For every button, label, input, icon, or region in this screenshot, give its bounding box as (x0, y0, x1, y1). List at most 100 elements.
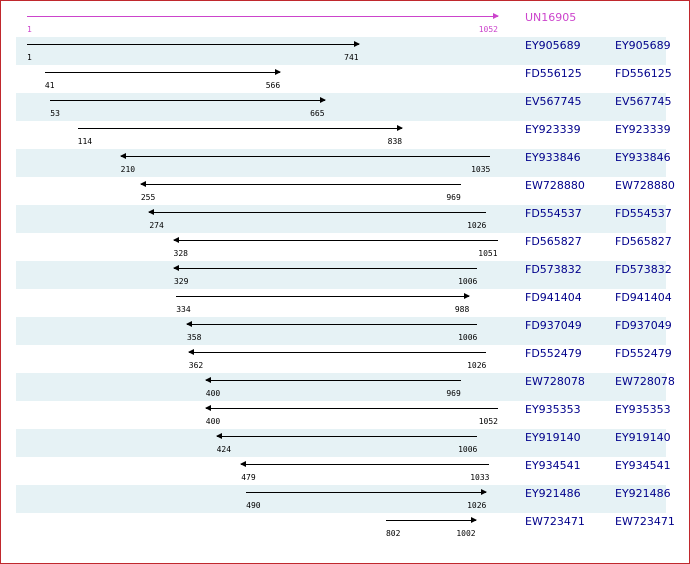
alignment-arrow-line (241, 464, 490, 465)
alignment-end-label: 1026 (467, 501, 487, 510)
alignment-start-label: 328 (173, 249, 188, 258)
alignment-end-label: 988 (454, 305, 470, 314)
alignment-end-label: 741 (344, 53, 359, 62)
alignment-link[interactable]: EW728078 (615, 375, 675, 388)
alignment-start-label: 358 (186, 333, 202, 342)
alignment-start-label: 329 (173, 277, 189, 286)
arrow-head-left-icon (119, 153, 126, 159)
alignment-arrow-line (246, 492, 487, 493)
alignment-link[interactable]: EY935353 (615, 403, 671, 416)
alignment-link[interactable]: FD573832 (615, 263, 672, 276)
arrow-head-right-icon (319, 97, 326, 103)
alignment-row: 1 741 EY905689 EY905689 (16, 37, 671, 65)
alignment-id: FD554537 (525, 207, 582, 220)
alignment-arrow-line (120, 156, 491, 157)
alignment-end-label: 1035 (471, 165, 491, 174)
alignment-id: EY923339 (525, 123, 581, 136)
alignment-link[interactable]: EY921486 (615, 487, 671, 500)
alignment-arrow-line (385, 520, 476, 521)
alignment-end-label: 1026 (467, 221, 487, 230)
alignment-row: 490 1026 EY921486 EY921486 (16, 485, 671, 513)
alignment-end-label: 1026 (467, 361, 487, 370)
alignment-link[interactable]: EV567745 (615, 95, 672, 108)
alignment-row: 210 1035 EY933846 EY933846 (16, 149, 671, 177)
alignment-arrow-line (44, 72, 281, 73)
query-end-label: 1052 (478, 25, 498, 34)
alignment-row: 255 969 EW728880 EW728880 (16, 177, 675, 205)
arrow-head-left-icon (185, 321, 192, 327)
alignment-arrow-line (140, 184, 461, 185)
arrow-head-right-icon (470, 517, 477, 523)
query-id: UN16905 (525, 11, 577, 24)
alignment-link[interactable]: FD556125 (615, 67, 672, 80)
alignment-end-label: 566 (265, 81, 281, 90)
alignment-link[interactable]: EY934541 (615, 459, 671, 472)
alignment-arrow-line (50, 100, 325, 101)
alignment-arrow-line (173, 240, 498, 241)
arrow-head-right-icon (275, 69, 282, 75)
alignment-row: 329 1006 FD573832 FD573832 (16, 261, 672, 289)
alignment-row: 334 988 FD941404 FD941404 (16, 289, 672, 317)
arrow-head-left-icon (215, 433, 222, 439)
alignment-row: 424 1006 EY919140 EY919140 (16, 429, 671, 457)
query-row: 1 1052 UN16905 (1, 9, 689, 37)
alignment-start-label: 802 (385, 529, 401, 538)
alignment-id: EY905689 (525, 39, 581, 52)
alignment-link[interactable]: EY905689 (615, 39, 671, 52)
alignment-link[interactable]: FD552479 (615, 347, 672, 360)
query-start-label: 1 (27, 25, 32, 34)
alignment-link[interactable]: FD565827 (615, 235, 672, 248)
alignment-row: 328 1051 FD565827 FD565827 (16, 233, 672, 261)
alignment-start-label: 479 (241, 473, 256, 482)
alignment-link[interactable]: FD937049 (615, 319, 672, 332)
alignment-row: 41 566 FD556125 FD556125 (16, 65, 672, 93)
alignment-link[interactable]: FD554537 (615, 207, 672, 220)
alignment-start-label: 424 (216, 445, 232, 454)
arrow-head-left-icon (187, 349, 194, 355)
alignment-arrow-line (205, 408, 498, 409)
alignment-link[interactable]: EY923339 (615, 123, 671, 136)
alignment-start-label: 400 (205, 389, 221, 398)
alignment-id: EY921486 (525, 487, 581, 500)
alignment-arrow-line (149, 212, 487, 213)
alignment-link[interactable]: FD941404 (615, 291, 672, 304)
alignment-id: FD556125 (525, 67, 582, 80)
alignment-arrow-line (176, 296, 470, 297)
alignment-id: FD565827 (525, 235, 582, 248)
alignment-start-label: 274 (149, 221, 164, 230)
arrow-head-right-icon (493, 13, 499, 19)
alignment-link[interactable]: EY933846 (615, 151, 671, 164)
alignment-end-label: 969 (446, 193, 461, 202)
alignment-row: 114 838 EY923339 EY923339 (16, 121, 671, 149)
alignment-row: 400 969 EW728078 EW728078 (16, 373, 675, 401)
alignment-end-label: 1002 (456, 529, 476, 538)
alignment-arrow-line (186, 324, 478, 325)
alignment-id: EW728880 (525, 179, 585, 192)
alignment-end-label: 969 (446, 389, 461, 398)
alignment-id: EY919140 (525, 431, 581, 444)
alignment-start-label: 400 (205, 417, 221, 426)
arrow-head-left-icon (148, 209, 155, 215)
alignment-link[interactable]: EY919140 (615, 431, 671, 444)
alignment-row: 274 1026 FD554537 FD554537 (16, 205, 672, 233)
alignment-start-label: 53 (50, 109, 60, 118)
alignment-end-label: 838 (387, 137, 403, 146)
alignment-row: 358 1006 FD937049 FD937049 (16, 317, 672, 345)
arrow-head-right-icon (481, 489, 488, 495)
alignment-arrow-line (216, 436, 478, 437)
alignment-end-label: 1006 (458, 445, 478, 454)
alignment-start-label: 1 (27, 53, 32, 62)
alignment-id: EW723471 (525, 515, 585, 528)
alignment-id: EV567745 (525, 95, 582, 108)
alignment-link[interactable]: EW723471 (615, 515, 675, 528)
alignment-id: FD937049 (525, 319, 582, 332)
arrow-head-left-icon (139, 181, 146, 187)
alignment-end-label: 1052 (478, 417, 498, 426)
arrow-head-left-icon (240, 461, 247, 467)
arrow-head-right-icon (353, 41, 360, 47)
alignment-start-label: 114 (77, 137, 93, 146)
alignment-arrow-line (27, 16, 498, 17)
alignment-row: 802 1002 EW723471 EW723471 (16, 513, 675, 541)
alignment-link[interactable]: EW728880 (615, 179, 675, 192)
